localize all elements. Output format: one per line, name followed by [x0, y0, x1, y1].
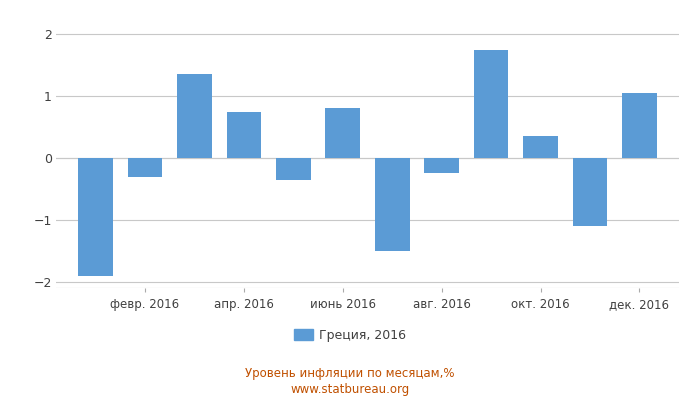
Bar [78, 158, 113, 276]
Bar [375, 158, 410, 251]
Legend: Греция, 2016: Греция, 2016 [294, 329, 406, 342]
Bar [326, 108, 360, 158]
Bar [227, 112, 261, 158]
Text: www.statbureau.org: www.statbureau.org [290, 384, 410, 396]
Bar [573, 158, 608, 226]
Bar [474, 50, 508, 158]
Bar [276, 158, 311, 180]
Bar [524, 136, 558, 158]
Bar [622, 93, 657, 158]
Bar [127, 158, 162, 176]
Bar [424, 158, 459, 174]
Bar [177, 74, 211, 158]
Text: Уровень инфляции по месяцам,%: Уровень инфляции по месяцам,% [245, 368, 455, 380]
